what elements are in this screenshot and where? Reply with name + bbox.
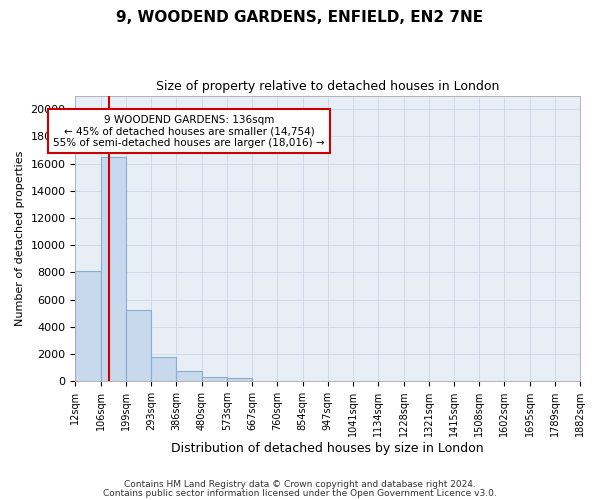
Text: 9 WOODEND GARDENS: 136sqm
← 45% of detached houses are smaller (14,754)
55% of s: 9 WOODEND GARDENS: 136sqm ← 45% of detac… (53, 114, 325, 148)
Bar (76, 271, 101, 381)
Text: 9, WOODEND GARDENS, ENFIELD, EN2 7NE: 9, WOODEND GARDENS, ENFIELD, EN2 7NE (116, 10, 484, 25)
Bar (151, 356, 176, 381)
Title: Size of property relative to detached houses in London: Size of property relative to detached ho… (156, 80, 499, 93)
Text: Contains HM Land Registry data © Crown copyright and database right 2024.: Contains HM Land Registry data © Crown c… (124, 480, 476, 489)
Text: Contains public sector information licensed under the Open Government Licence v3: Contains public sector information licen… (103, 488, 497, 498)
Bar (202, 377, 227, 381)
Bar (101, 157, 126, 381)
Bar (126, 310, 151, 381)
Y-axis label: Number of detached properties: Number of detached properties (15, 150, 25, 326)
Bar (227, 378, 252, 381)
Bar (176, 371, 202, 381)
X-axis label: Distribution of detached houses by size in London: Distribution of detached houses by size … (172, 442, 484, 455)
